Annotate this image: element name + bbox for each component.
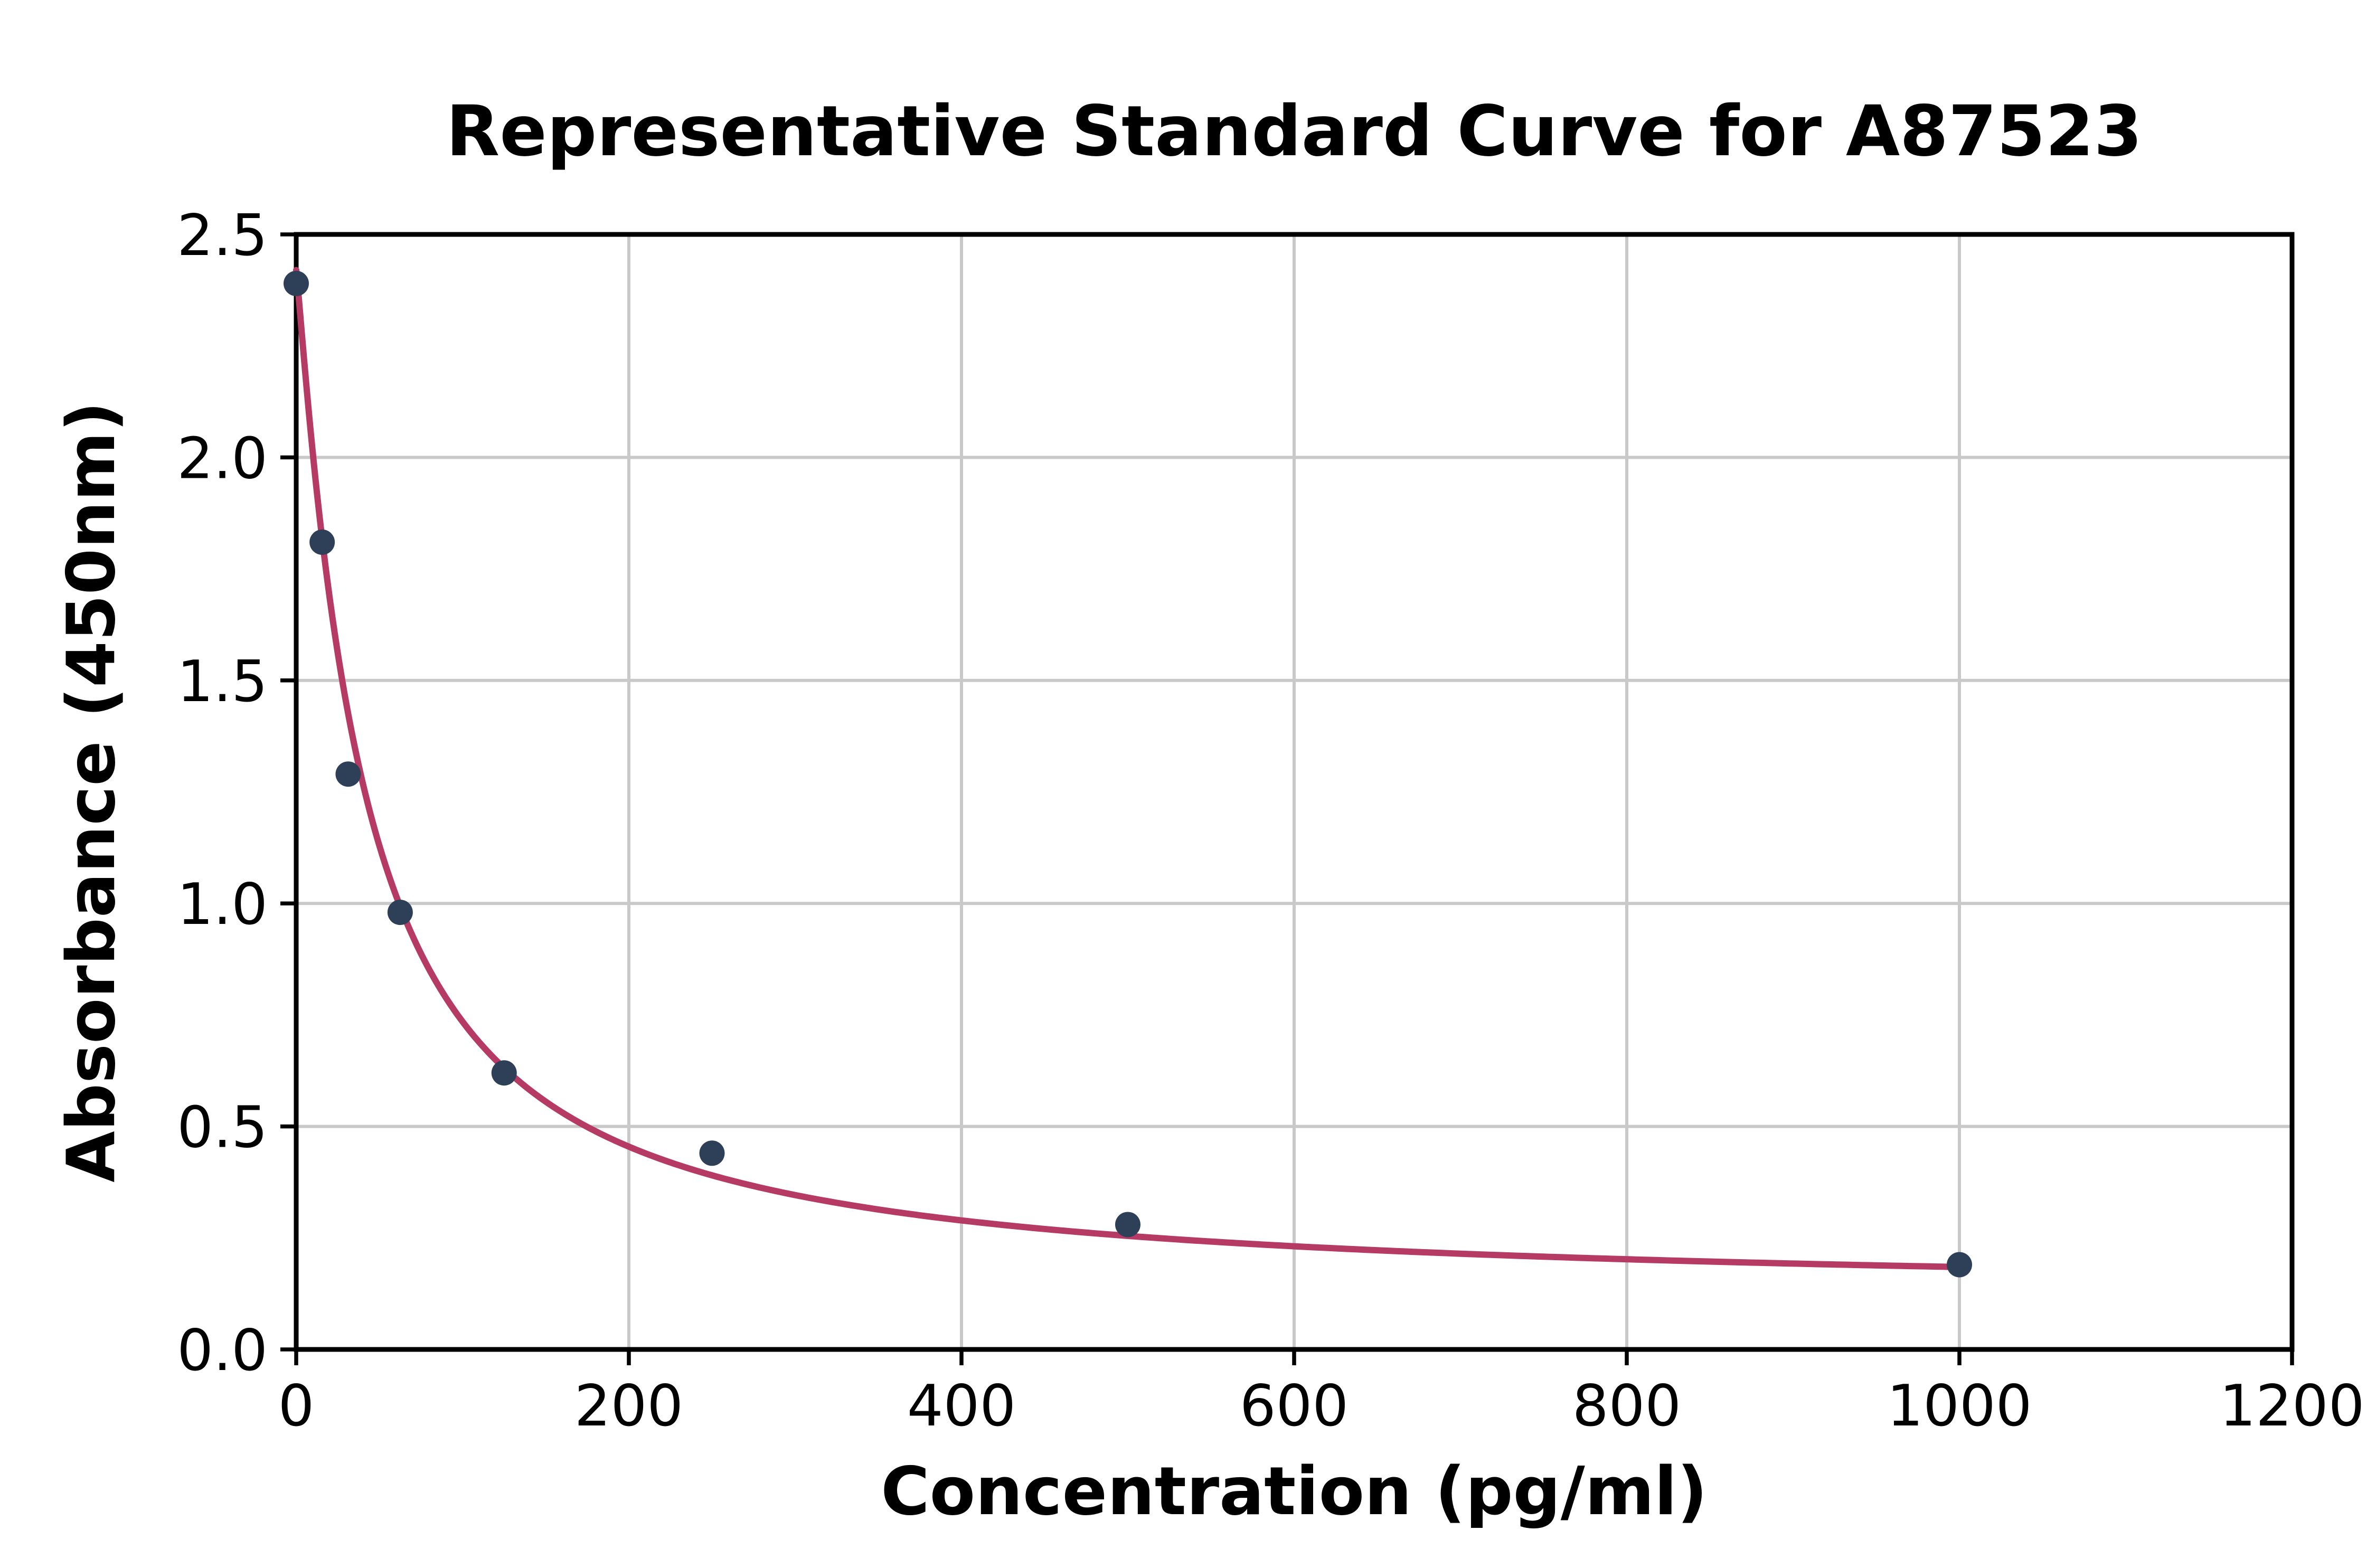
plot-area: 0 200 400 600 800 1000 1200 0.0 0.5 1.0 1.5 2.0 2.5: [177, 203, 2364, 1439]
y-tick-label: 1.0: [177, 872, 268, 938]
y-tick-label: 0.5: [177, 1095, 268, 1161]
x-tick-label: 400: [907, 1373, 1016, 1439]
plot-border: [294, 232, 2295, 1352]
y-tick-label: 2.5: [177, 203, 268, 269]
y-axis-label: Absorbance (450nm): [52, 401, 130, 1183]
x-tick-label: 600: [1240, 1373, 1349, 1439]
x-axis-label: Concentration (pg/ml): [881, 1452, 1708, 1530]
x-tick-label: 1000: [1887, 1373, 2032, 1439]
data-point: [309, 529, 335, 555]
data-point: [284, 270, 309, 296]
x-tick-label: 200: [574, 1373, 683, 1439]
x-tick-label: 800: [1572, 1373, 1681, 1439]
data-point: [1115, 1212, 1140, 1238]
y-tick-label: 2.0: [177, 426, 268, 492]
fit-curve: [293, 267, 1963, 1270]
data-point: [699, 1140, 725, 1166]
x-tick-label: 1200: [2220, 1373, 2365, 1439]
data-point: [1947, 1252, 1972, 1278]
chart-title: Representative Standard Curve for A87523: [446, 91, 2143, 172]
x-tick-label: 0: [278, 1373, 315, 1439]
y-tick-label: 1.5: [177, 649, 268, 715]
y-tick-label: 0.0: [177, 1318, 268, 1384]
data-point: [335, 761, 361, 787]
data-point: [491, 1060, 517, 1086]
data-point: [387, 900, 413, 925]
